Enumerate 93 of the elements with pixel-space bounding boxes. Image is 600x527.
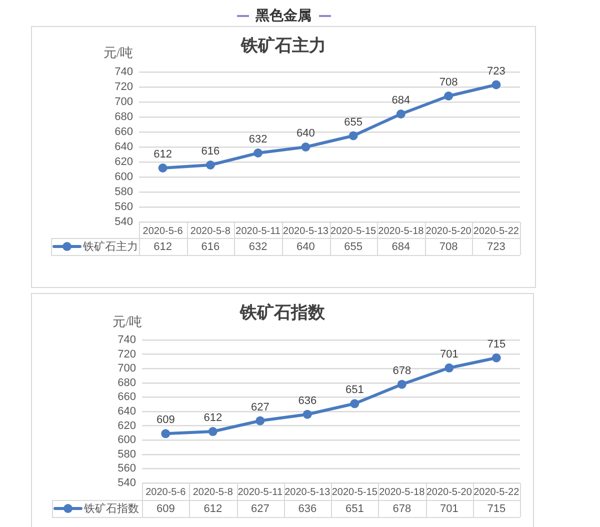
y-tick-label: 620 (118, 420, 136, 432)
data-label: 678 (392, 503, 412, 516)
point (348, 131, 358, 140)
y-tick-label: 560 (118, 462, 136, 475)
data-label: 684 (392, 241, 410, 254)
annotation: 715 (487, 338, 506, 350)
data-label: 612 (154, 241, 172, 254)
annotation: 651 (345, 384, 364, 396)
x-tick-label: 2020-5-8 (192, 486, 234, 498)
x-tick-label: 2020-5-13 (282, 226, 329, 237)
point (350, 399, 360, 408)
annotation: 616 (201, 146, 220, 158)
point (206, 160, 215, 170)
point (492, 80, 501, 90)
y-axis-title: 元/吨 (103, 45, 133, 61)
data-label: 723 (487, 241, 506, 254)
x-tick-label: 2020-5-18 (379, 486, 426, 498)
y-tick-label: 720 (114, 81, 133, 94)
annotation: 708 (439, 76, 458, 89)
legend-label: 铁矿石主力 (82, 240, 138, 253)
annotation: 701 (440, 348, 458, 360)
annotation: 612 (154, 148, 172, 161)
point (158, 164, 168, 172)
y-tick-label: 600 (114, 171, 133, 184)
x-tick-label: 2020-5-22 (474, 486, 520, 498)
y-tick-label: 580 (114, 186, 133, 198)
y-tick-label: 560 (114, 201, 133, 214)
point (492, 353, 501, 362)
data-label: 627 (250, 503, 270, 516)
point (397, 380, 406, 389)
point (396, 110, 406, 118)
data-label: 651 (345, 503, 364, 516)
y-tick-label: 540 (118, 477, 136, 490)
data-label: 655 (344, 241, 362, 254)
annotation: 612 (204, 412, 222, 424)
y-tick-label: 620 (114, 156, 133, 168)
y-tick-label: 640 (118, 406, 136, 418)
annotation: 632 (248, 134, 268, 146)
x-tick-label: 2020-5-11 (236, 226, 281, 237)
point (256, 416, 265, 426)
data-label: 632 (248, 241, 268, 254)
y-tick-label: 740 (114, 66, 133, 78)
chart-title: 铁矿石主力 (241, 36, 326, 55)
x-tick-label: 2020-5-6 (142, 226, 184, 237)
y-tick-label: 580 (118, 448, 136, 460)
y-tick-label: 700 (118, 362, 136, 375)
point (161, 429, 170, 438)
data-label: 612 (204, 503, 222, 516)
x-tick-label: 2020-5-22 (473, 226, 520, 237)
x-tick-label: 2020-5-18 (378, 226, 424, 237)
x-tick-label: 2020-5-20 (426, 486, 472, 498)
annotation: 636 (298, 394, 317, 407)
point (302, 410, 312, 419)
x-tick-label: 2020-5-11 (238, 486, 283, 498)
x-tick-label: 2020-5-15 (332, 486, 378, 498)
annotation: 609 (156, 414, 175, 426)
x-tick-label: 2020-5-15 (330, 226, 377, 237)
annotation: 723 (487, 65, 506, 78)
data-label: 609 (156, 503, 175, 516)
y-tick-label: 540 (114, 216, 133, 228)
data-label: 701 (440, 503, 458, 516)
y-tick-label: 600 (118, 434, 136, 446)
annotation: 678 (392, 364, 412, 377)
annotation: 627 (250, 401, 270, 414)
y-tick-label: 640 (114, 141, 133, 154)
x-tick-label: 2020-5-20 (426, 226, 472, 237)
point (208, 427, 218, 436)
annotation: 684 (392, 94, 410, 107)
legend-label: 铁矿石指数 (83, 502, 139, 515)
x-tick-label: 2020-5-8 (190, 226, 231, 237)
text: 黑色金属 (256, 6, 312, 24)
y-tick-label: 740 (118, 334, 136, 346)
y-axis-title: 元/吨 (112, 314, 142, 330)
x-tick-label: 2020-5-6 (146, 486, 186, 498)
y-tick-label: 700 (114, 96, 133, 108)
annotation: 655 (344, 116, 362, 128)
data-label: 708 (439, 241, 458, 254)
annotation: 640 (296, 128, 315, 140)
data-label: 616 (201, 241, 220, 254)
y-tick-label: 680 (118, 376, 136, 389)
point (254, 148, 263, 158)
y-tick-label: 660 (114, 126, 133, 138)
y-tick-label: 720 (118, 348, 136, 360)
chart-title: 铁矿石指数 (240, 303, 325, 322)
point (444, 363, 454, 372)
point (301, 142, 310, 152)
x-tick-label: 2020-5-13 (284, 486, 331, 498)
data-label: 640 (296, 241, 315, 254)
data-label: 636 (298, 503, 317, 516)
data-label: 715 (487, 503, 506, 516)
y-tick-label: 660 (118, 391, 136, 404)
y-tick-label: 680 (114, 111, 133, 124)
point (444, 92, 454, 100)
